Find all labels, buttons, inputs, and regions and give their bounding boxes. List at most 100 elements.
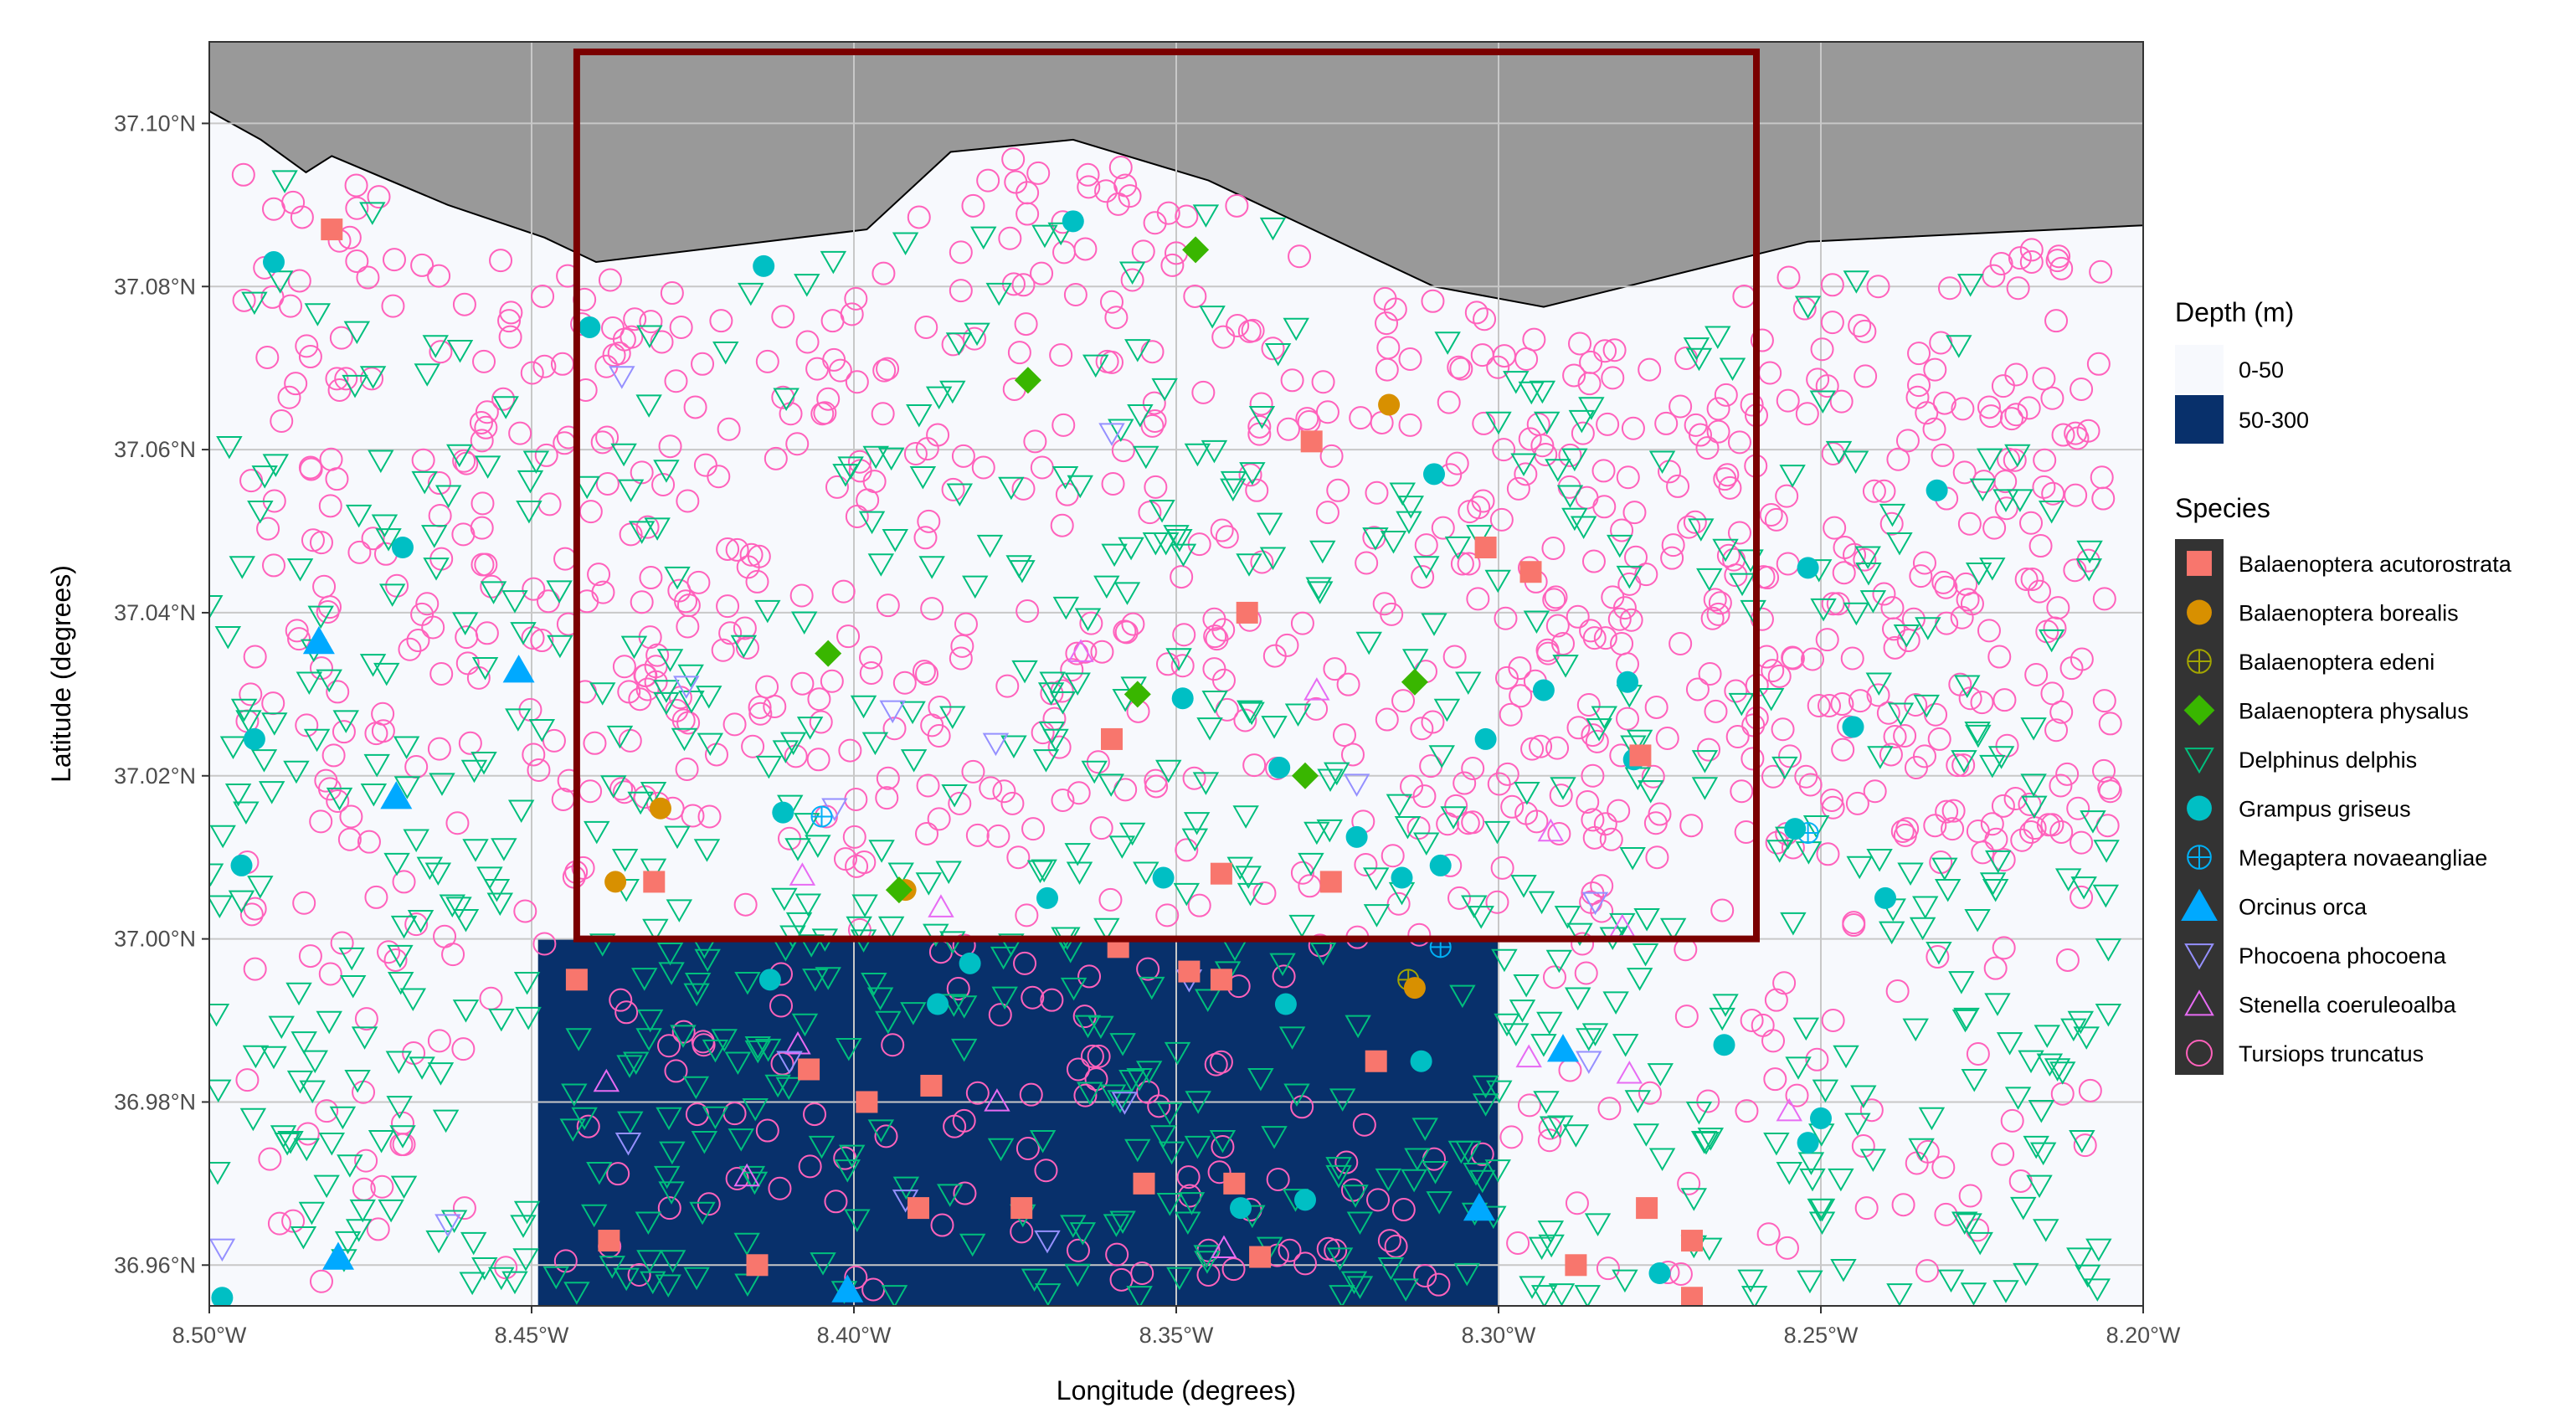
point-tursiops-truncatus [256, 516, 280, 541]
point-tursiops-truncatus [1704, 699, 1728, 723]
point-tursiops-truncatus [1182, 766, 1206, 790]
point-tursiops-truncatus [530, 629, 554, 653]
point-tursiops-truncatus [2051, 423, 2075, 447]
point-delphinus-delphis [1118, 822, 1146, 846]
point-balaenoptera-acutorostrata [1629, 744, 1652, 767]
point-tursiops-truncatus [290, 205, 314, 229]
point-delphinus-delphis [1185, 1091, 1211, 1114]
point-tursiops-truncatus [1862, 479, 1886, 503]
point-delphinus-delphis [427, 1062, 455, 1086]
point-delphinus-delphis [805, 835, 831, 858]
point-delphinus-delphis [390, 915, 418, 939]
point-tursiops-truncatus [951, 444, 975, 468]
point-delphinus-delphis [1261, 1126, 1288, 1149]
point-tursiops-truncatus [1931, 570, 1956, 594]
point-grampus-griseus [1294, 1189, 1316, 1211]
point-delphinus-delphis [1865, 672, 1893, 696]
point-delphinus-delphis [2036, 1053, 2064, 1077]
point-delphinus-delphis [810, 1252, 836, 1276]
point-tursiops-truncatus [1879, 511, 1904, 536]
point-tursiops-truncatus [2089, 260, 2113, 284]
point-tursiops-truncatus [411, 448, 435, 472]
point-delphinus-delphis [1552, 655, 1579, 678]
point-balaenoptera-acutorostrata [1210, 969, 1232, 991]
point-tursiops-truncatus [954, 612, 978, 636]
point-tursiops-truncatus [1725, 725, 1750, 749]
point-grampus-griseus [1797, 557, 1819, 579]
point-delphinus-delphis [970, 226, 997, 250]
point-delphinus-delphis [1648, 450, 1676, 475]
point-delphinus-delphis [1776, 1162, 1802, 1185]
point-delphinus-delphis [1766, 840, 1793, 863]
point-tursiops-truncatus [681, 804, 705, 828]
point-delphinus-delphis [385, 1051, 413, 1075]
point-tursiops-truncatus [1377, 1229, 1401, 1253]
point-tursiops-truncatus [1818, 693, 1842, 717]
point-tursiops-truncatus [859, 661, 883, 686]
point-tursiops-truncatus [1831, 737, 1855, 762]
point-delphinus-delphis [1317, 768, 1344, 792]
point-tursiops-truncatus [1221, 1257, 1246, 1282]
point-tursiops-truncatus [367, 185, 391, 209]
point-tursiops-truncatus [327, 378, 352, 402]
point-balaenoptera-acutorostrata [1236, 601, 1258, 624]
point-delphinus-delphis [298, 1201, 326, 1226]
point-tursiops-truncatus [2033, 448, 2057, 472]
x-tick-label: 8.50°W [172, 1323, 247, 1348]
point-tursiops-truncatus [639, 566, 663, 590]
point-delphinus-delphis [1545, 459, 1571, 482]
point-tursiops-truncatus [1816, 842, 1840, 866]
point-tursiops-truncatus [1876, 701, 1900, 725]
point-delphinus-delphis [1728, 692, 1756, 717]
point-delphinus-delphis [446, 444, 473, 468]
point-delphinus-delphis [635, 1211, 662, 1235]
point-delphinus-delphis [359, 366, 387, 389]
point-delphinus-delphis [1581, 1023, 1609, 1046]
point-delphinus-delphis [2075, 1264, 2101, 1288]
point-tursiops-truncatus [583, 731, 607, 755]
point-tursiops-truncatus [377, 940, 401, 964]
point-tursiops-truncatus [1971, 840, 1995, 865]
point-delphinus-delphis [307, 605, 334, 629]
point-tursiops-truncatus [1956, 588, 1980, 612]
point-tursiops-truncatus [2014, 567, 2039, 591]
point-delphinus-delphis [728, 1128, 754, 1152]
point-delphinus-delphis [1602, 991, 1629, 1015]
point-tursiops-truncatus [961, 193, 985, 218]
point-tursiops-truncatus [1336, 672, 1360, 696]
point-tursiops-truncatus [795, 330, 820, 354]
point-tursiops-truncatus [1872, 582, 1896, 606]
point-tursiops-truncatus [1582, 825, 1607, 850]
point-balaenoptera-physalus [815, 640, 842, 667]
point-tursiops-truncatus [1108, 156, 1133, 180]
point-tursiops-truncatus [1927, 727, 1951, 751]
point-delphinus-delphis [664, 825, 691, 850]
point-tursiops-truncatus [522, 743, 546, 767]
point-delphinus-delphis [351, 1026, 378, 1050]
point-tursiops-truncatus [1109, 1267, 1134, 1292]
point-delphinus-delphis [1074, 608, 1102, 632]
point-tursiops-truncatus [325, 367, 349, 391]
point-delphinus-delphis [611, 848, 639, 872]
point-tursiops-truncatus [971, 455, 995, 480]
point-tursiops-truncatus [1187, 893, 1211, 917]
point-tursiops-truncatus [1457, 552, 1481, 576]
point-delphinus-delphis [844, 1209, 871, 1233]
point-delphinus-delphis [1305, 577, 1332, 601]
point-tursiops-truncatus [1954, 572, 1978, 596]
point-tursiops-truncatus [949, 240, 973, 265]
point-delphinus-delphis [1118, 261, 1146, 285]
point-tursiops-truncatus [344, 173, 368, 198]
point-stenella-coeruleoalba [1515, 1044, 1542, 1068]
point-delphinus-delphis [1626, 968, 1653, 991]
point-balaenoptera-borealis [650, 797, 671, 820]
point-delphinus-delphis [1126, 1068, 1153, 1092]
point-delphinus-delphis [867, 553, 895, 577]
point-tursiops-truncatus [2055, 948, 2080, 972]
point-tursiops-truncatus [1175, 204, 1199, 229]
point-tursiops-truncatus [1506, 1231, 1530, 1255]
point-delphinus-delphis [1175, 1211, 1201, 1235]
point-tursiops-truncatus [1178, 1184, 1202, 1208]
point-tursiops-truncatus [2070, 378, 2094, 402]
point-tursiops-truncatus [664, 1059, 688, 1083]
